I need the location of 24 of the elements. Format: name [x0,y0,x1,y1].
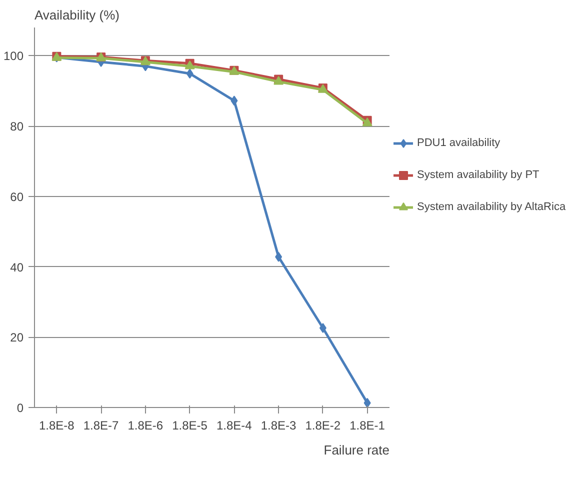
x-tick-label: 1.8E-4 [216,418,252,432]
point [275,252,282,262]
x-tick-label: 1.8E-6 [128,418,164,432]
point [186,68,194,79]
y-axis-title: Availability (%) [34,8,120,22]
y-tick-label: 80 [10,120,24,134]
x-tick-label: 1.8E-7 [83,418,120,432]
legend-label: System availability by AltaRica [417,201,566,213]
y-tick-label: 0 [16,401,24,415]
y-tick-label: 20 [10,330,24,345]
legend-label: PDU1 availability [417,137,500,149]
y-tick-label: 40 [10,260,24,274]
x-axis-title: Failure rate [324,442,390,458]
x-tick-label: 1.8E-5 [172,418,208,432]
x-tick-label: 1.8E-1 [350,418,386,432]
legend-label: System availability by PT [417,169,540,181]
y-tick-label: 60 [10,190,24,204]
point [230,96,238,106]
x-tick-label: 1.8E-3 [260,418,297,432]
x-tick-label: 1.8E-8 [39,418,75,432]
x-tick-label: 1.8E-2 [305,418,341,432]
point [319,322,326,333]
y-tick-label: 100 [3,49,24,64]
point [364,398,371,408]
